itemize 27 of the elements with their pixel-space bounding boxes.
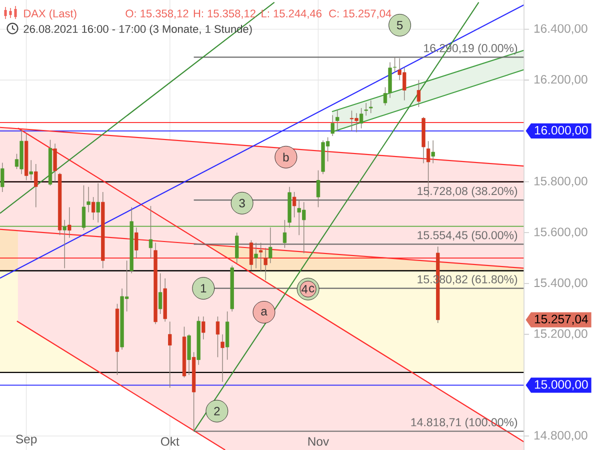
ref-line-label: 15.000,00 — [534, 380, 588, 390]
annotation: a — [261, 308, 268, 316]
annotation: L: 15.244,46 — [262, 10, 322, 19]
annotation: c — [309, 286, 314, 292]
x-tick-label: Nov — [308, 437, 330, 446]
annotation: b — [283, 152, 289, 162]
x-tick-label: Sep — [16, 434, 37, 446]
y-tick-label: 15.400,00 — [534, 278, 588, 289]
annotation: H: 15.358,12 — [194, 10, 256, 19]
y-tick-label: 16.200,00 — [534, 75, 588, 86]
y-tick-label: 16.400,00 — [534, 24, 588, 34]
annotation: 15.554,45 (50.00%) — [418, 230, 518, 242]
y-tick-label: 15.200,00 — [534, 329, 588, 340]
y-tick-label: 15.600,00 — [534, 228, 588, 238]
annotation: 1 — [200, 284, 206, 292]
ref-line-label: 16.000,00 — [534, 126, 588, 136]
annotation: O: 15.358,12 — [126, 10, 188, 19]
annotation: C: 15.257,04 — [329, 10, 392, 19]
annotation: 4 — [302, 284, 308, 294]
y-tick-label: 14.800,00 — [534, 430, 588, 442]
text: 15.257,04 — [534, 314, 588, 325]
annotation: 2 — [214, 406, 220, 416]
annotation: 5 — [396, 20, 403, 30]
text: DAX (Last) — [24, 9, 76, 20]
x-tick-label: Okt — [160, 436, 180, 446]
annotation: 3 — [239, 198, 245, 208]
y-tick-label: 15.800,00 — [534, 176, 588, 187]
